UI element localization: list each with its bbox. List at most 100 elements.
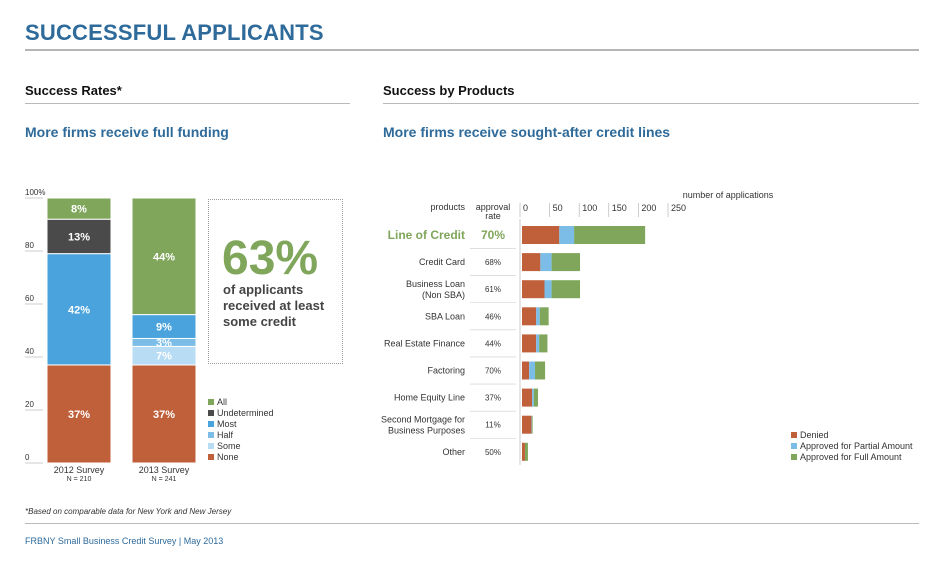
footer-divider bbox=[25, 523, 919, 524]
y-tick-label: 80 bbox=[25, 241, 34, 250]
legend-label: Approved for Partial Amount bbox=[800, 441, 913, 451]
x-category-label: 2012 Survey bbox=[54, 465, 105, 475]
x-category-label: 2013 Survey bbox=[139, 465, 190, 475]
product-label: Factoring bbox=[427, 366, 465, 376]
product-label: Second Mortgage for bbox=[381, 415, 465, 425]
legend-swatch bbox=[208, 399, 214, 405]
right-section-divider bbox=[383, 103, 919, 104]
legend-swatch bbox=[208, 443, 214, 449]
bar-segment-full bbox=[524, 442, 528, 461]
bar-segment-partial bbox=[540, 253, 552, 272]
x-category-note: N = 241 bbox=[152, 476, 177, 483]
left-bars: 37% 42% 13% 8% 37% 7% 3% 9% 44% bbox=[46, 197, 197, 464]
product-label: Real Estate Finance bbox=[384, 338, 465, 348]
bar-segment-partial bbox=[536, 307, 540, 326]
title-divider bbox=[25, 49, 919, 51]
bar-data-label: 37% bbox=[153, 409, 175, 421]
y-tick-label: 40 bbox=[25, 347, 34, 356]
bar-data-label: 3% bbox=[156, 337, 172, 349]
approval-rate: 11% bbox=[485, 421, 500, 430]
callout-line-2: received at least bbox=[223, 298, 325, 313]
bar-segment-undetermined bbox=[46, 218, 112, 255]
legend-swatch bbox=[208, 454, 214, 460]
bar-segment-full bbox=[539, 334, 548, 353]
header-products: products bbox=[430, 202, 465, 212]
page-title: SUCCESSFUL APPLICANTS bbox=[25, 20, 324, 45]
approval-rate: 61% bbox=[485, 285, 501, 294]
product-label: Home Equity Line bbox=[394, 393, 465, 403]
approval-rate: 70% bbox=[485, 367, 501, 376]
legend-swatch bbox=[208, 421, 214, 427]
y-tick-label: 20 bbox=[25, 400, 34, 409]
left-y-axis: 0 20 40 60 80 100% bbox=[25, 188, 45, 464]
bar-segment-partial bbox=[532, 388, 534, 407]
legend-swatch bbox=[208, 432, 214, 438]
bar-data-label: 44% bbox=[153, 251, 175, 263]
bar-data-label: 9% bbox=[156, 322, 172, 334]
right-subtitle: More firms receive sought-after credit l… bbox=[383, 124, 671, 140]
callout-line-3: some credit bbox=[223, 314, 296, 329]
bar-segment-denied bbox=[522, 334, 537, 353]
success-rates-heading: Success Rates* bbox=[25, 83, 122, 98]
bar-data-label: 7% bbox=[156, 351, 172, 363]
footer-source: FRBNY Small Business Credit Survey | May… bbox=[25, 536, 224, 546]
right-chart-rows: Line of Credit 70% Credit Card 68% Business … bbox=[381, 226, 646, 461]
callout-percent: 63% bbox=[222, 232, 319, 285]
bar-segment-denied bbox=[522, 307, 537, 326]
x-tick-label: 100 bbox=[582, 203, 597, 213]
bar-data-label: 42% bbox=[68, 304, 90, 316]
legend-label: Some bbox=[217, 441, 241, 451]
bar-segment-denied bbox=[522, 280, 545, 299]
bar-segment-partial bbox=[544, 280, 552, 299]
y-tick-label: 100% bbox=[25, 188, 45, 197]
bar-segment-partial bbox=[536, 334, 540, 353]
callout-box bbox=[208, 199, 343, 364]
product-label: Other bbox=[442, 447, 465, 457]
y-tick-label: 0 bbox=[25, 453, 30, 462]
bar-segment-denied bbox=[522, 226, 560, 244]
bar-segment-denied bbox=[522, 253, 541, 272]
x-category-note: N = 210 bbox=[67, 476, 92, 483]
x-tick-label: 50 bbox=[553, 203, 563, 213]
x-tick-label: 0 bbox=[523, 203, 528, 213]
bar-segment-full bbox=[532, 415, 533, 434]
legend-label: Most bbox=[217, 419, 237, 429]
legend-swatch bbox=[791, 432, 797, 438]
product-label: Business Loan bbox=[406, 279, 465, 289]
bar-data-label: 13% bbox=[68, 231, 90, 243]
legend-label: Approved for Full Amount bbox=[800, 452, 902, 462]
success-rates-chart: 0 20 40 60 80 100% 37% 42% 13% 8% 37% 7% 3% 9% 44% 20… bbox=[25, 188, 274, 483]
x-axis-title: number of applications bbox=[683, 190, 774, 200]
success-by-products-heading: Success by Products bbox=[383, 83, 515, 98]
bar-segment-partial bbox=[531, 415, 533, 434]
bar-segment-full bbox=[539, 307, 549, 326]
bar-segment-denied bbox=[522, 361, 530, 380]
bar-segment-partial bbox=[529, 361, 536, 380]
bar-segment-denied bbox=[522, 442, 525, 461]
legend-label: Half bbox=[217, 430, 234, 440]
bar-segment-full bbox=[533, 388, 538, 407]
approval-rate: 70% bbox=[481, 228, 505, 242]
right-chart-grid: 0 50 100 150 200 250 bbox=[519, 203, 686, 465]
callout-line-1: of applicants bbox=[223, 282, 304, 297]
callout-text: of applicants received at least some cre… bbox=[223, 282, 324, 330]
bar-segment-full bbox=[551, 280, 581, 299]
y-tick-label: 60 bbox=[25, 294, 34, 303]
approval-rate: 37% bbox=[485, 394, 501, 403]
legend-label: Denied bbox=[800, 430, 829, 440]
bar-segment-full bbox=[574, 226, 646, 244]
product-label: SBA Loan bbox=[425, 311, 465, 321]
x-tick-label: 200 bbox=[641, 203, 656, 213]
approval-rate: 46% bbox=[485, 312, 501, 321]
bar-data-label: 37% bbox=[68, 409, 90, 421]
product-label: (Non SBA) bbox=[422, 290, 465, 300]
bar-segment-none bbox=[46, 364, 112, 464]
x-tick-label: 150 bbox=[612, 203, 627, 213]
left-section-divider bbox=[25, 103, 350, 104]
legend-swatch bbox=[791, 454, 797, 460]
legend-label: None bbox=[217, 452, 239, 462]
